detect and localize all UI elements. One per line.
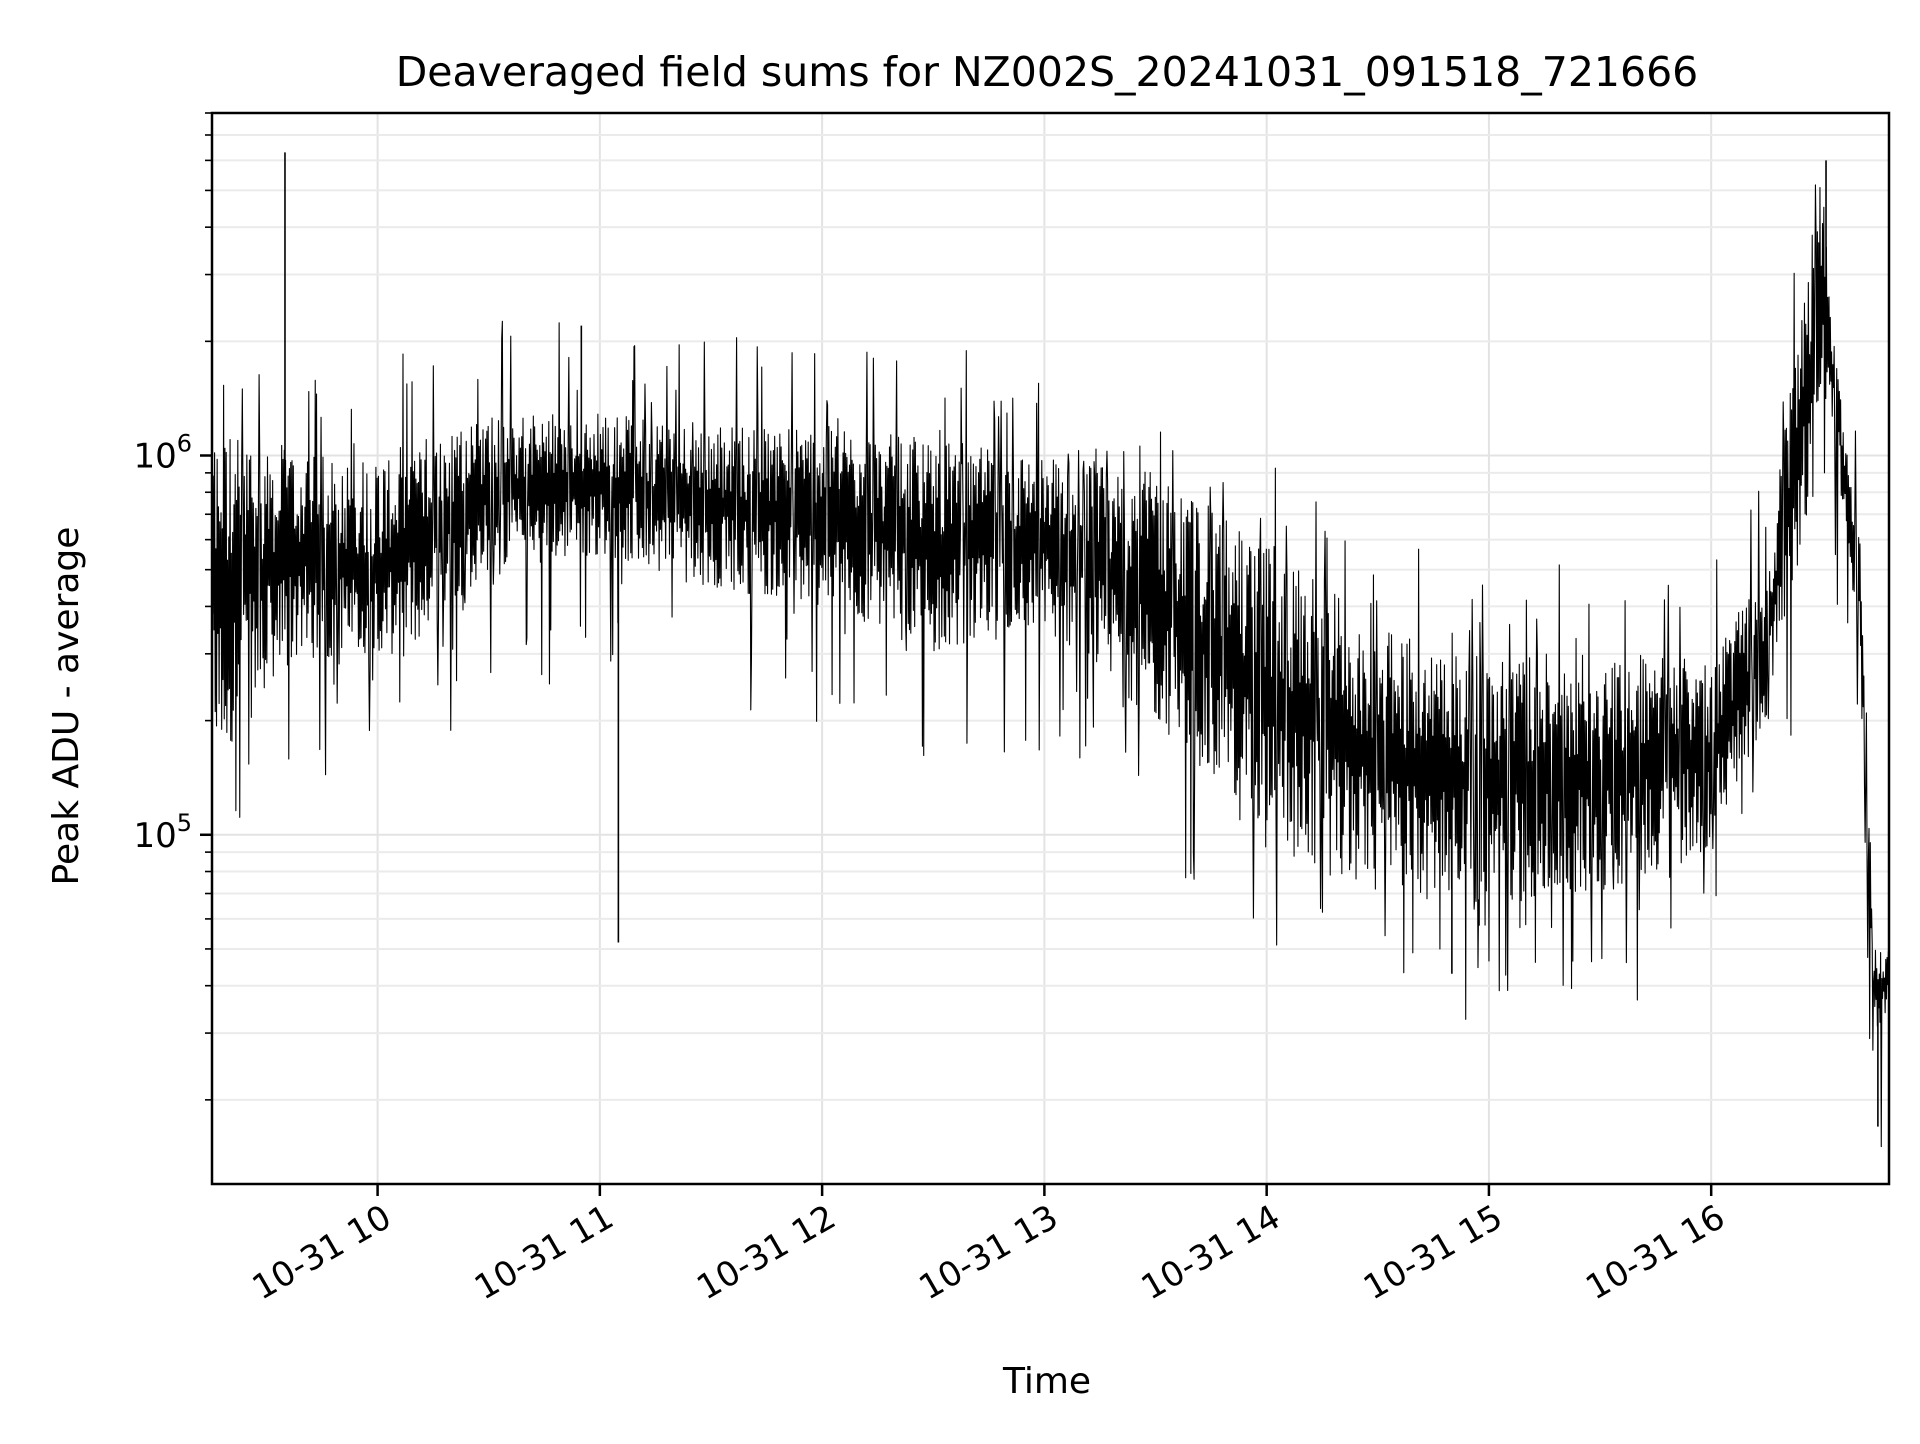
y-tick-label: 105 — [133, 809, 192, 856]
chart-title: Deaveraged field sums for NZ002S_2024103… — [396, 48, 1699, 96]
y-axis-label: Peak ADU - average — [46, 527, 87, 886]
series-line — [211, 184, 1890, 1148]
y-tick-label: 106 — [133, 430, 192, 477]
series-layer — [211, 152, 1890, 1148]
plot-frame — [210, 111, 1891, 1186]
grid — [212, 112, 1889, 1184]
x-axis-label: Time — [1002, 1361, 1091, 1402]
